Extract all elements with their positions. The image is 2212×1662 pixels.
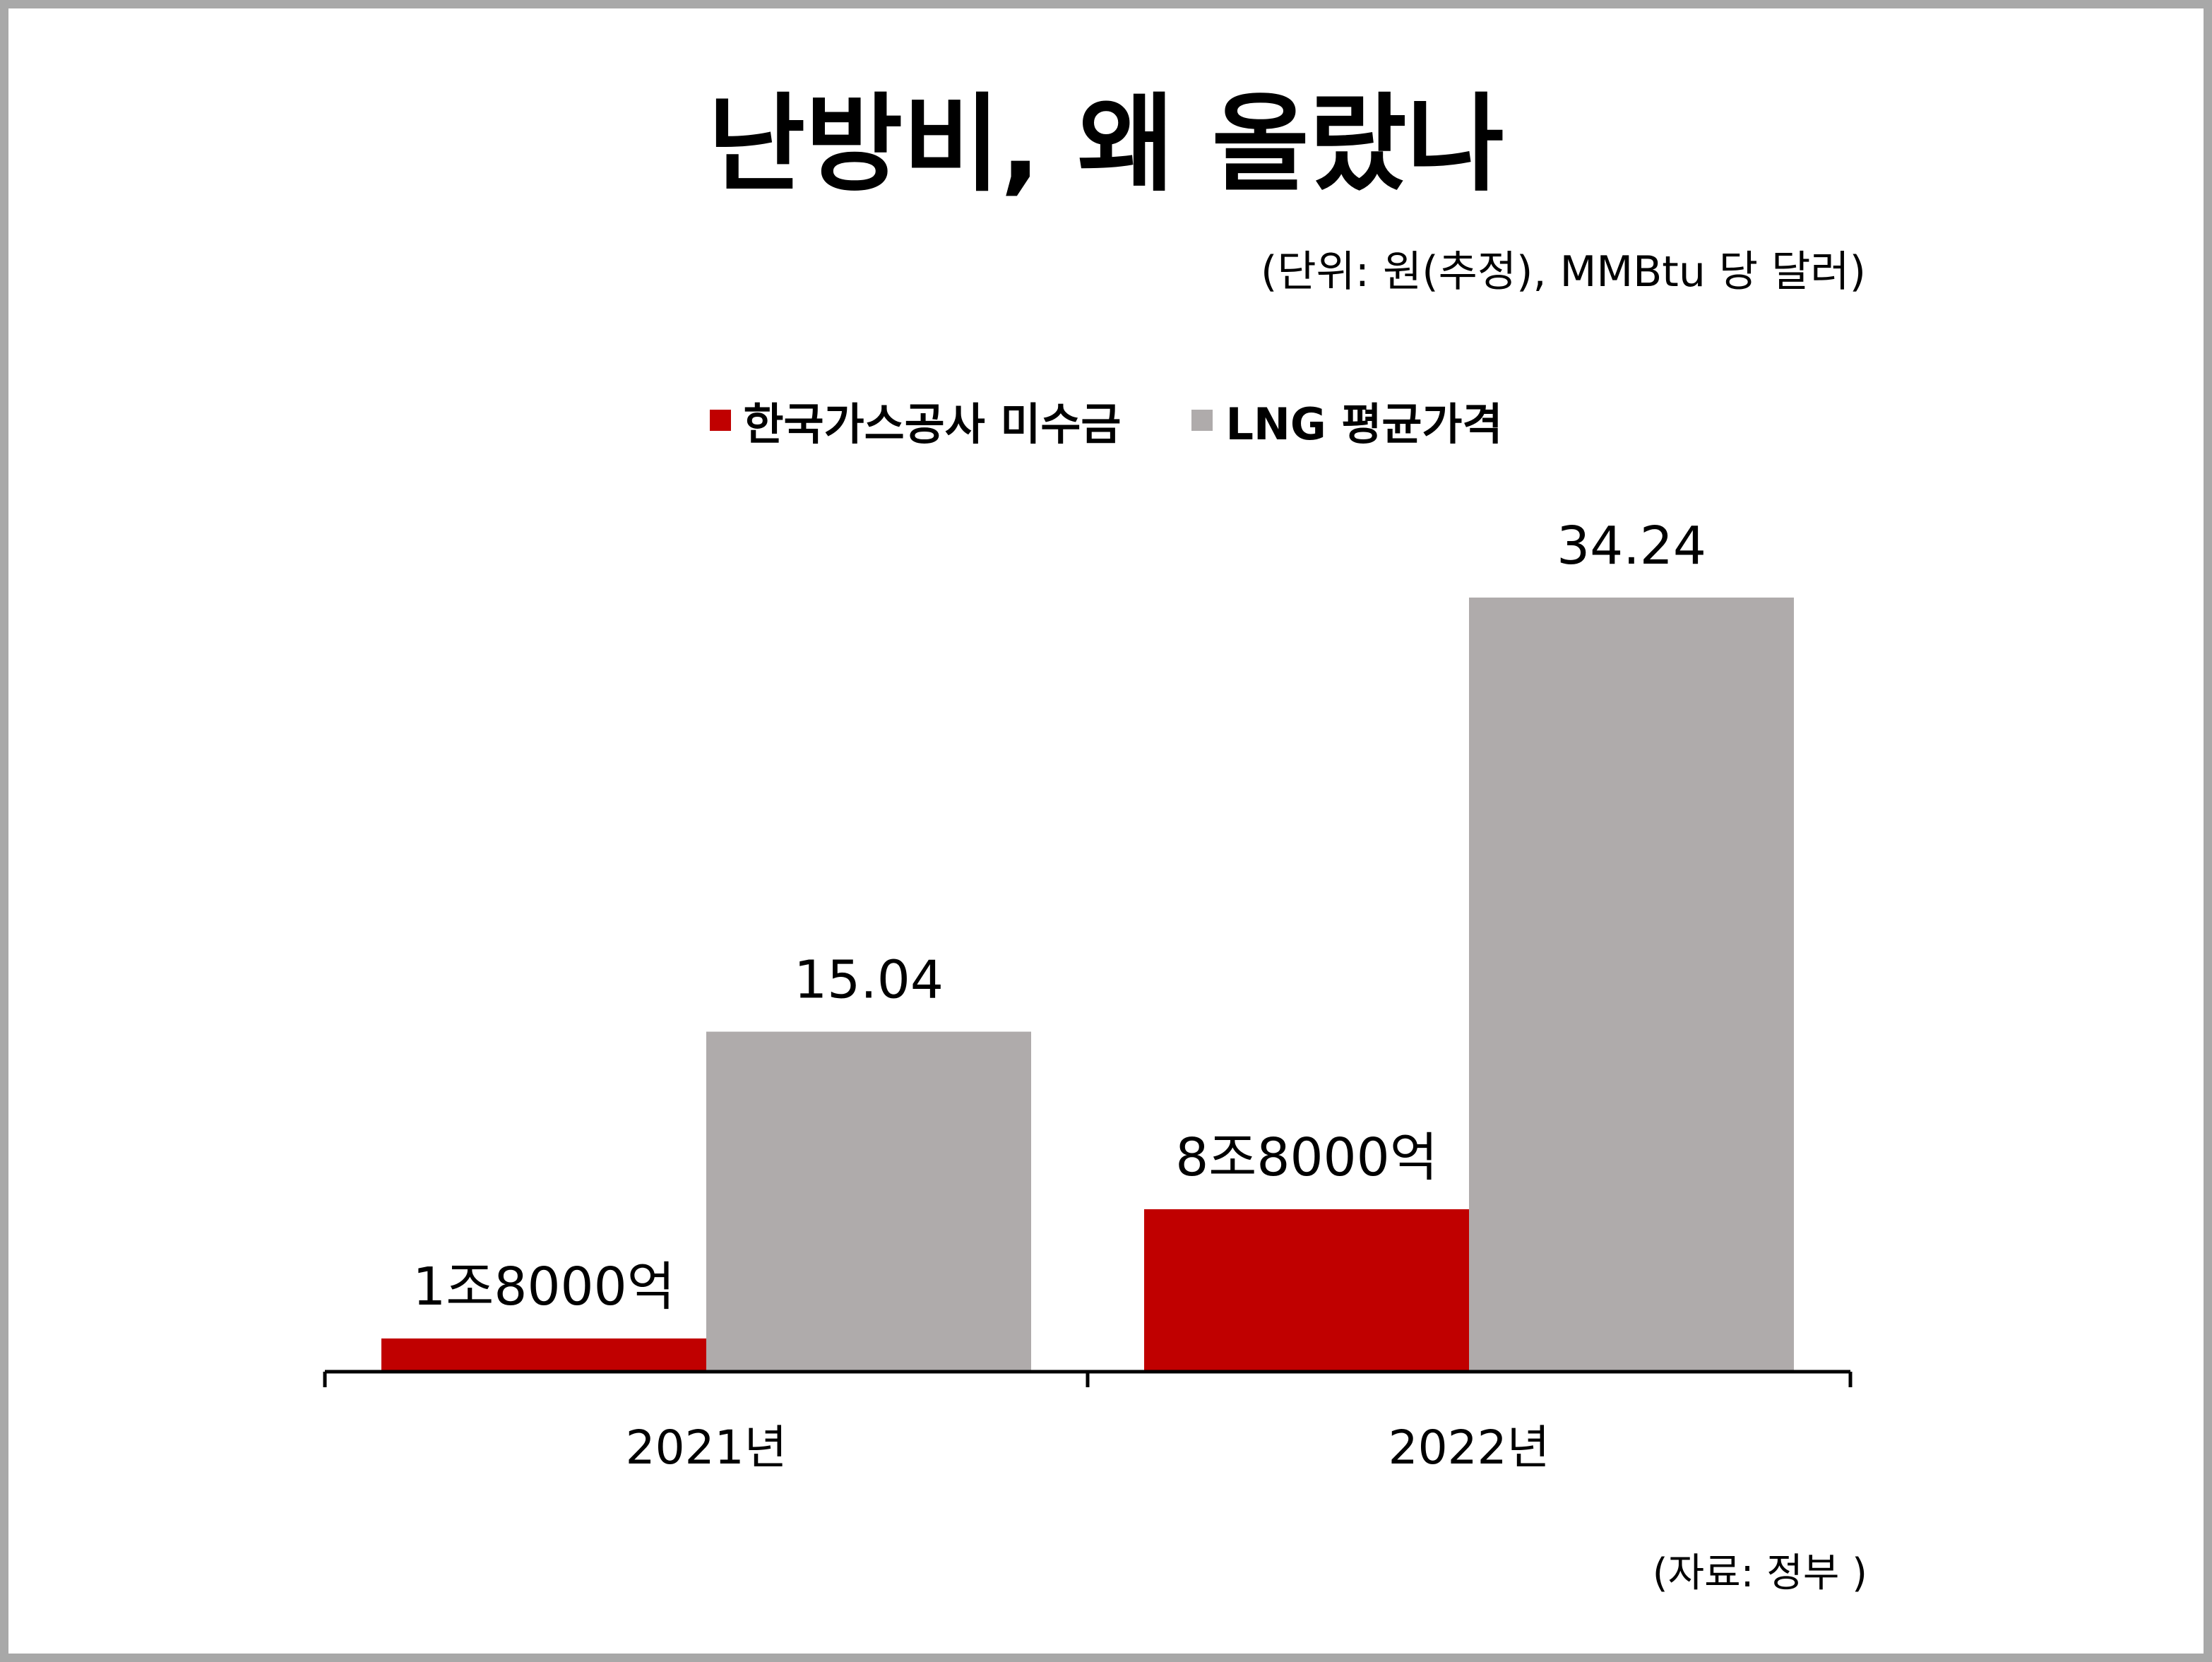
bar-lng-price-2 <box>1469 598 1794 1372</box>
legend: 한국가스공사 미수금 LNG 평균가격 <box>0 388 2212 452</box>
legend-swatch-lng-price <box>1191 410 1213 431</box>
bar-receivables-1 <box>381 1338 706 1372</box>
x-tick-label-2: 2022년 <box>1389 1420 1550 1475</box>
legend-label-receivables: 한국가스공사 미수금 <box>743 398 1122 450</box>
legend-item-receivables: 한국가스공사 미수금 <box>709 388 1122 452</box>
data-label-lng-price-1: 15.04 <box>794 950 944 1011</box>
source-note: (자료: 정부 ) <box>1652 1550 1867 1596</box>
data-label-lng-price-2: 34.24 <box>1557 516 1706 576</box>
x-tick-label-1: 2021년 <box>626 1420 787 1475</box>
chart-title: 난방비, 왜 올랐나 <box>708 83 1504 206</box>
legend-swatch-receivables <box>709 410 731 431</box>
data-label-receivables-1: 1조8000억 <box>412 1257 675 1317</box>
legend-label-lng-price: LNG 평균가격 <box>1225 398 1503 450</box>
unit-note: (단위: 원(추정), MMBtu 당 달러) <box>1260 247 1866 297</box>
bar-lng-price-1 <box>706 1031 1031 1372</box>
legend-item-lng-price: LNG 평균가격 <box>1191 388 1502 452</box>
data-label-receivables-2: 8조8000억 <box>1175 1127 1438 1188</box>
bar-receivables-2 <box>1144 1209 1469 1372</box>
